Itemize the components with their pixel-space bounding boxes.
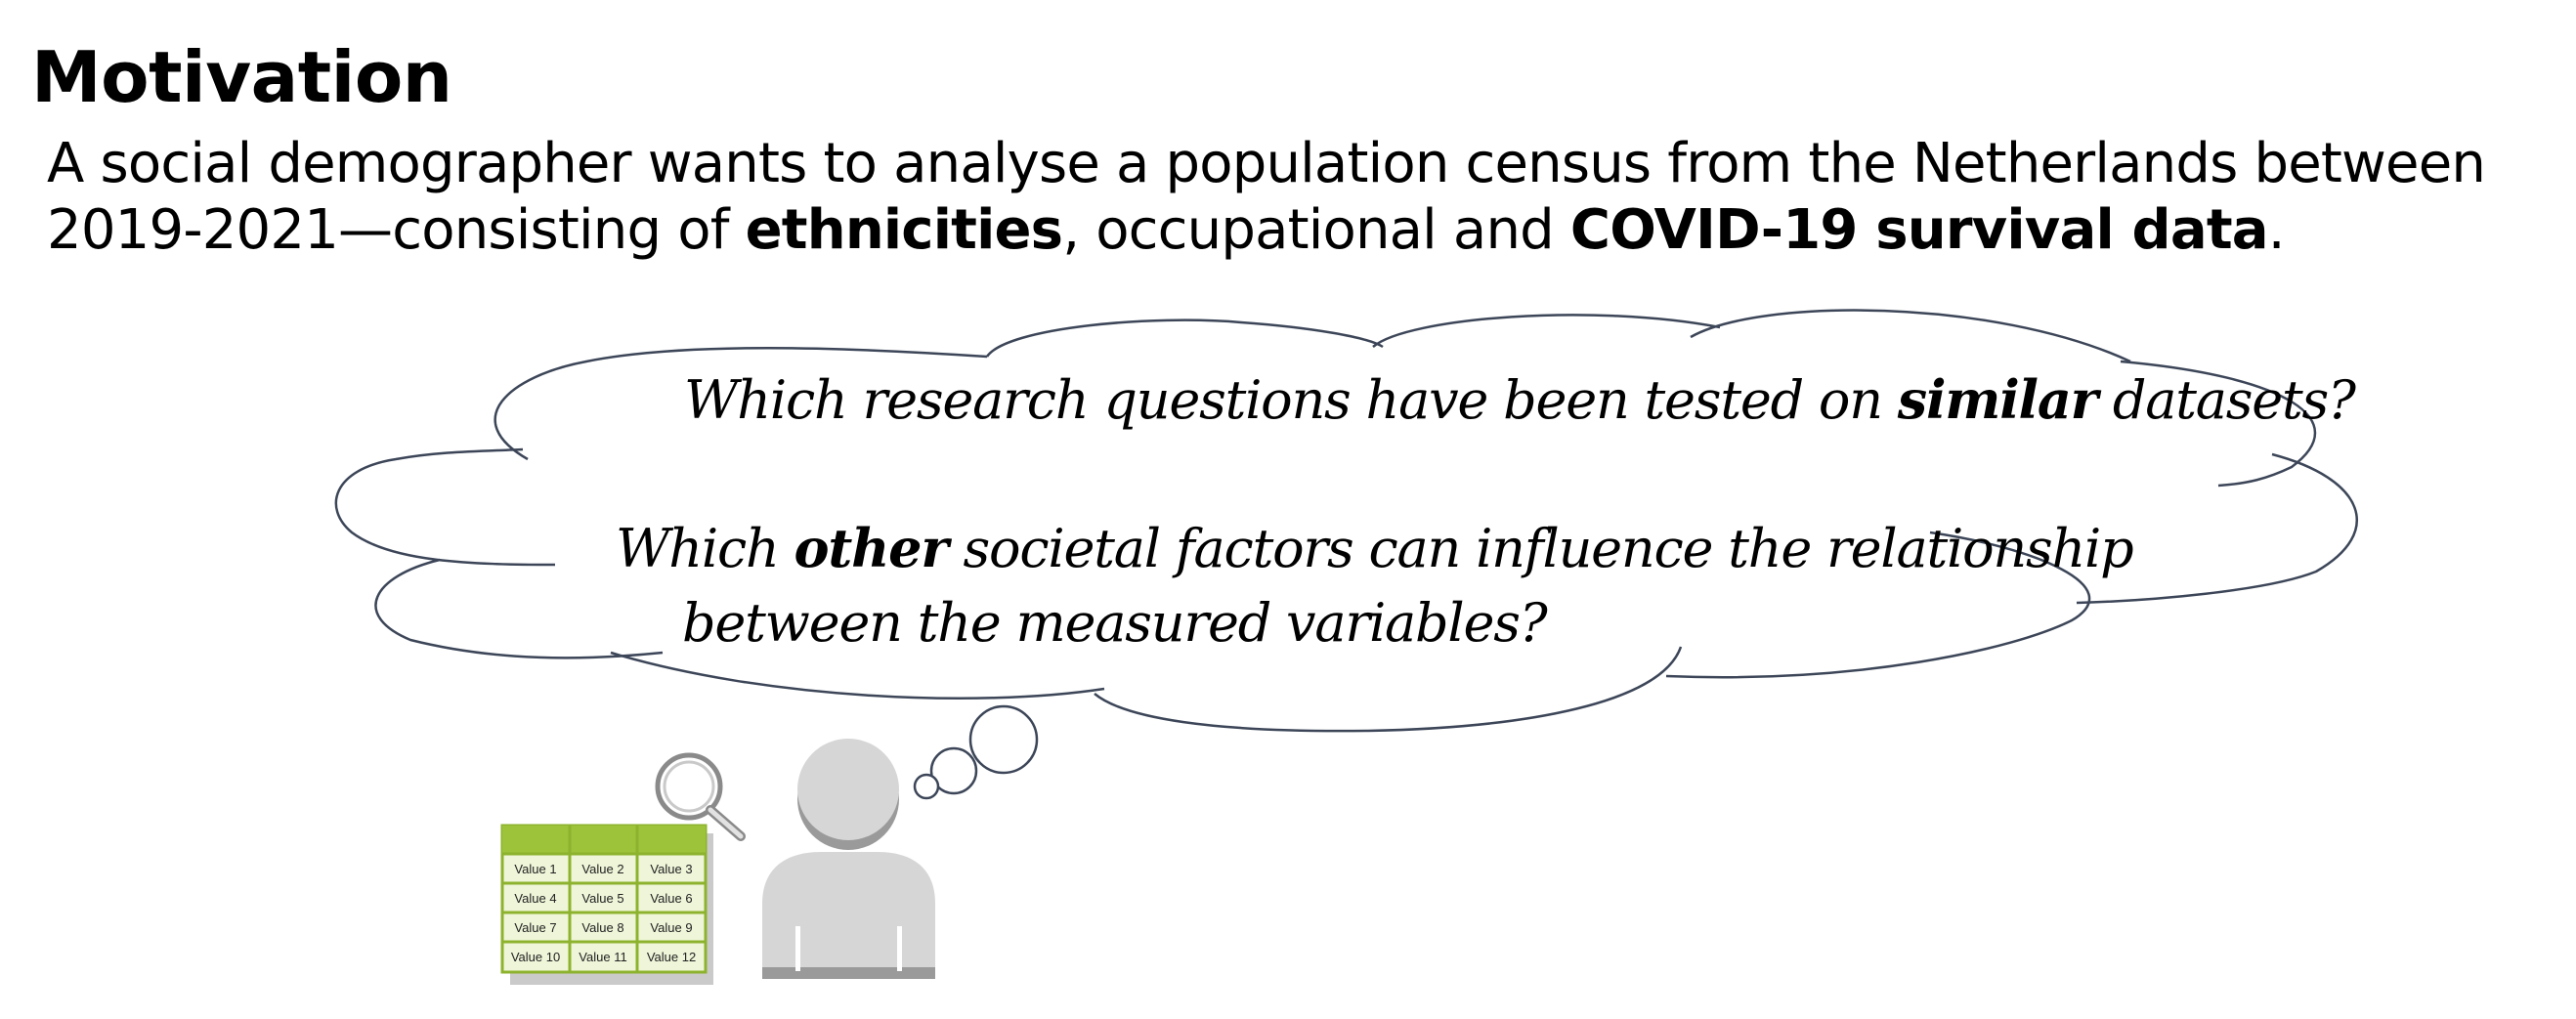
table-cell: Value 6 (650, 891, 692, 906)
question-2-line1: Which other societal factors can influen… (616, 517, 2133, 579)
person-icon (762, 739, 935, 979)
table-header-row (502, 826, 706, 854)
magnifying-glass-icon (655, 752, 746, 841)
thought-dot-small (913, 773, 940, 800)
data-table-icon: Value 1 Value 2 Value 3 Value 4 Value 5 … (500, 824, 713, 985)
question-1-before: Which research questions have been teste… (684, 369, 1898, 431)
table-cell: Value 5 (581, 891, 623, 906)
table-cell: Value 12 (647, 950, 696, 964)
intro-ethnicities: ethnicities (745, 198, 1063, 262)
question-1-after: datasets? (2097, 369, 2357, 431)
question-2-emphasis: other (794, 517, 953, 579)
table-cell: Value 7 (514, 920, 556, 935)
intro-covid-data: COVID-19 survival data (1569, 198, 2269, 262)
table-cell: Value 2 (581, 862, 623, 876)
table-cell: Value 3 (650, 862, 692, 876)
page-title: Motivation (31, 36, 452, 118)
table-cell: Value 11 (579, 950, 626, 964)
thought-dot-large (968, 704, 1039, 775)
thought-dot-medium (929, 746, 978, 795)
table-cell: Value 10 (511, 950, 560, 964)
table-cell: Value 8 (581, 920, 623, 935)
question-1: Which research questions have been teste… (684, 368, 2357, 431)
intro-line2-middle: , occupational and (1062, 198, 1570, 262)
thought-dots (913, 704, 1039, 800)
table-cell: Value 1 (514, 862, 556, 876)
intro-line1: A social demographer wants to analyse a … (47, 132, 2486, 195)
question-2-before: Which (616, 518, 794, 579)
question-1-emphasis: similar (1897, 368, 2102, 431)
intro-line2-end: . (2267, 198, 2286, 262)
intro-line2-start: 2019-2021—consisting of (47, 198, 746, 262)
table-cell: Value 4 (514, 891, 556, 906)
person-body (762, 852, 935, 979)
table-cell: Value 9 (650, 920, 692, 935)
person-head (797, 739, 899, 840)
intro-paragraph: A social demographer wants to analyse a … (47, 131, 2568, 264)
question-2-line2: between the measured variables? (682, 592, 1549, 654)
thought-cloud (334, 309, 2358, 733)
question-2-after: societal factors can influence the relat… (948, 518, 2134, 579)
